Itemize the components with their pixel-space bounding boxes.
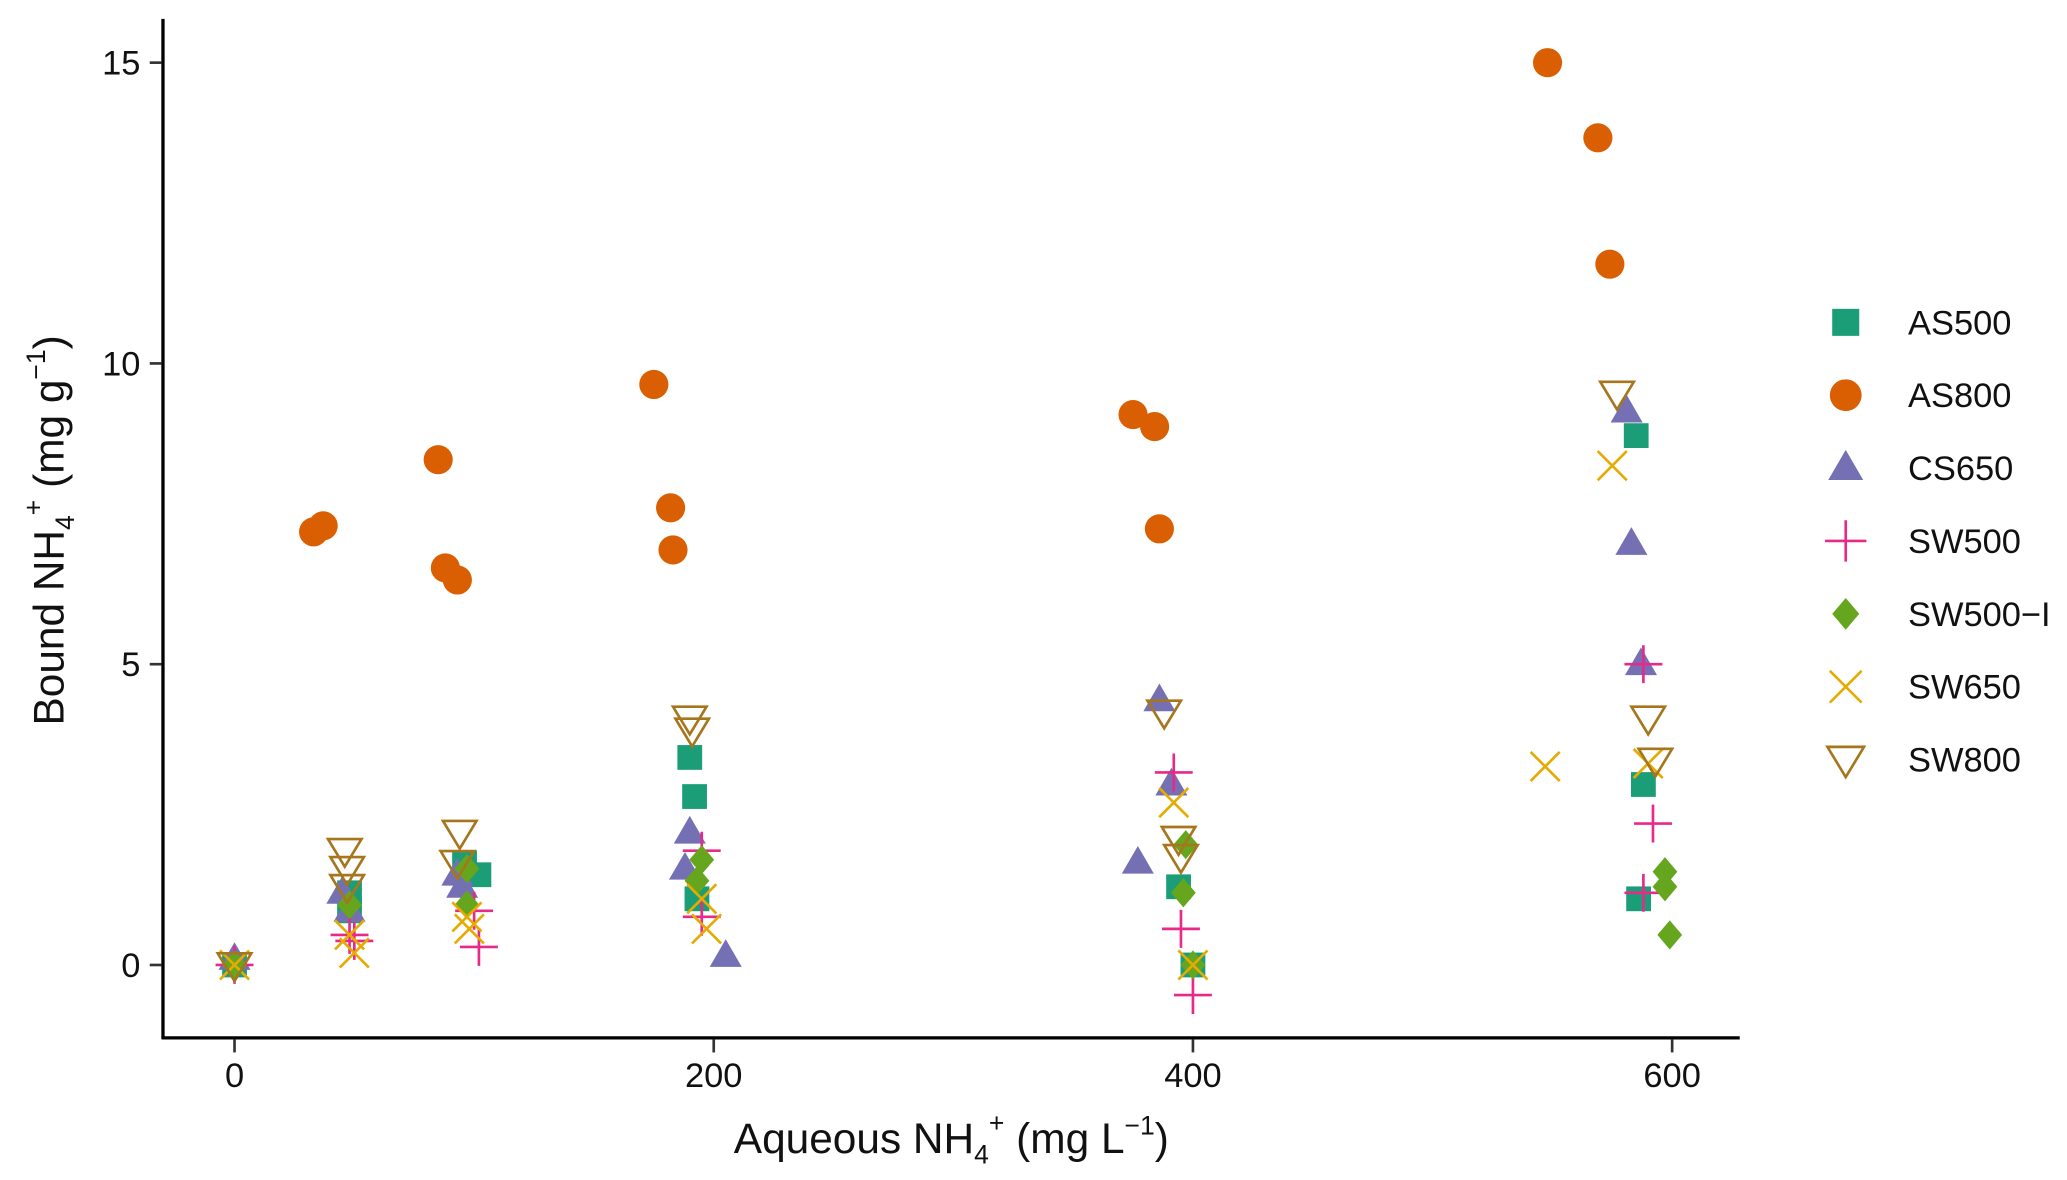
data-point-cs650 — [1615, 527, 1648, 555]
data-point-sw500 — [459, 927, 498, 966]
legend-item: SW800 — [1825, 742, 2021, 780]
data-point-sw800 — [325, 837, 364, 870]
x-tick-label: 600 — [1643, 1057, 1700, 1095]
legend-label: SW650 — [1908, 669, 2021, 707]
legend-item: AS500 — [1832, 304, 2011, 342]
x-tick-label: 0 — [225, 1057, 244, 1095]
data-point-sw650 — [1158, 787, 1190, 819]
data-point-as500 — [682, 784, 707, 809]
legend-item: SW650 — [1828, 669, 2021, 707]
legend-item: SW500 — [1825, 520, 2021, 562]
data-point-sw800 — [1629, 705, 1668, 737]
data-point-as800 — [423, 445, 453, 475]
x-tick-label: 200 — [685, 1057, 742, 1095]
legend: AS500 AS800 CS650 SW500 SW500−I SW650 SW800 — [1825, 304, 2051, 780]
data-point-sw800 — [673, 717, 712, 749]
legend-key-as800 — [1829, 379, 1862, 412]
data-point-cs650 — [709, 939, 742, 967]
y-tick-label: 0 — [121, 947, 140, 985]
data-point-as800 — [1144, 514, 1174, 544]
legend-item: SW500−I — [1832, 596, 2051, 634]
legend-key-sw500 — [1825, 520, 1867, 562]
legend-label: AS800 — [1908, 377, 2011, 415]
data-point-sw650 — [219, 949, 251, 981]
data-point-sw800 — [328, 855, 367, 888]
data-points — [215, 48, 1683, 1014]
data-point-cs650 — [446, 870, 479, 898]
legend-key-sw650 — [1828, 669, 1863, 704]
legend-item: CS650 — [1828, 449, 2013, 488]
data-point-sw650 — [334, 919, 366, 951]
data-point-as800 — [308, 511, 338, 541]
data-point-sw500-i — [1657, 920, 1683, 950]
data-point-sw650 — [451, 901, 483, 933]
data-point-cs650 — [1143, 683, 1176, 712]
data-point-sw800 — [440, 819, 479, 852]
data-point-sw800 — [1159, 825, 1198, 858]
data-point-sw500-i — [684, 866, 710, 896]
legend-key-sw500-i — [1832, 597, 1860, 630]
legend-label: SW500−I — [1908, 596, 2051, 634]
data-point-as500 — [1623, 423, 1649, 448]
x-tick-label: 400 — [1164, 1057, 1221, 1095]
y-tick-label: 15 — [102, 45, 140, 83]
data-point-as800 — [1118, 399, 1148, 430]
data-point-as800 — [639, 369, 669, 400]
data-point-as800 — [442, 565, 472, 595]
data-point-as800 — [1595, 249, 1625, 279]
data-point-as800 — [656, 493, 686, 523]
data-point-sw650 — [1177, 949, 1209, 981]
legend-label: SW800 — [1908, 742, 2021, 780]
legend-key-cs650 — [1828, 449, 1864, 481]
data-point-sw500 — [1154, 753, 1193, 792]
data-point-cs650 — [1155, 767, 1188, 796]
data-point-as800 — [1140, 412, 1170, 442]
data-point-sw800 — [1145, 699, 1184, 731]
data-point-cs650 — [673, 815, 706, 844]
data-point-as500 — [1626, 886, 1651, 912]
data-point-sw500 — [1162, 909, 1200, 948]
data-point-sw650 — [1529, 750, 1561, 782]
data-point-sw500 — [1624, 873, 1663, 912]
data-point-sw650 — [1596, 450, 1628, 482]
legend-item: AS800 — [1829, 377, 2011, 415]
data-point-sw800 — [1597, 380, 1637, 413]
y-tick-label: 10 — [102, 345, 140, 383]
legend-label: CS650 — [1908, 450, 2013, 488]
data-point-as500 — [677, 745, 703, 770]
data-point-sw650 — [338, 937, 370, 969]
data-point-sw500-i — [1652, 857, 1678, 887]
data-point-sw800 — [328, 873, 367, 906]
data-point-as800 — [1532, 48, 1563, 78]
data-point-sw800 — [1161, 843, 1201, 876]
legend-key-as500 — [1832, 308, 1860, 336]
data-point-sw800 — [670, 705, 709, 737]
data-point-as800 — [1583, 123, 1613, 153]
data-point-sw500 — [1173, 976, 1212, 1014]
legend-label: SW500 — [1908, 523, 2021, 561]
x-ticks: 0 200 400 600 — [225, 1039, 1701, 1095]
data-point-sw500-i — [1652, 872, 1678, 902]
data-point-cs650 — [1121, 845, 1154, 874]
data-point-cs650 — [1624, 647, 1658, 676]
data-point-sw800 — [215, 951, 254, 984]
y-tick-label: 5 — [121, 646, 140, 684]
data-point-sw500 — [682, 897, 721, 936]
data-point-cs650 — [1610, 394, 1643, 423]
data-point-sw650 — [453, 913, 485, 945]
data-point-sw500 — [1624, 645, 1663, 684]
data-point-sw650 — [686, 883, 718, 915]
y-axis-label: Bound NH4+ (mg g−1) — [18, 335, 80, 725]
data-point-sw800 — [438, 849, 477, 882]
data-point-sw650 — [691, 913, 723, 945]
data-point-sw500 — [1634, 804, 1672, 843]
y-ticks: 0 5 10 15 — [102, 45, 162, 985]
legend-label: AS500 — [1908, 304, 2011, 342]
data-point-as800 — [658, 535, 688, 565]
data-point-sw800 — [1636, 747, 1675, 780]
x-axis-label: Aqueous NH4+ (mg L−1) — [734, 1108, 1169, 1170]
legend-key-sw800 — [1825, 745, 1867, 780]
